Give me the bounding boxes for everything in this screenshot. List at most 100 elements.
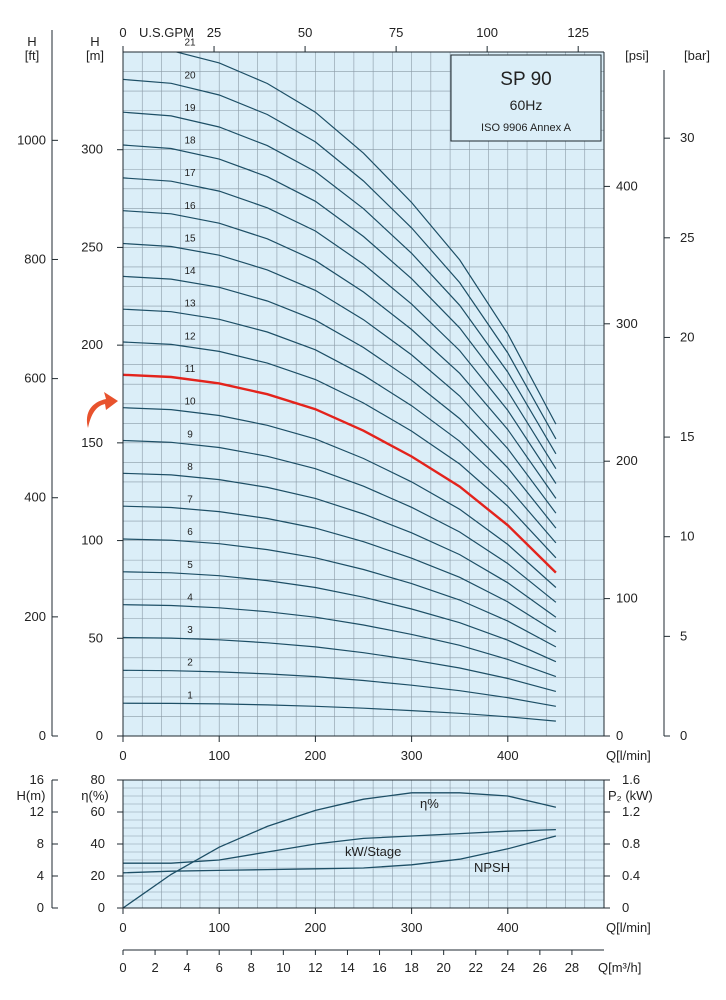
- stage-curve-13: [123, 308, 557, 544]
- title-box: SP 90 60Hz ISO 9906 Annex A: [450, 54, 602, 142]
- stage-label-14: 14: [184, 266, 196, 277]
- stage-label-11: 11: [185, 364, 196, 375]
- m-tick-label: 50: [89, 630, 103, 645]
- ft-tick-label: 1000: [17, 132, 46, 147]
- bar-tick-label: 30: [680, 130, 694, 145]
- low-h-tick-label: 0: [37, 900, 44, 915]
- chart-note: ISO 9906 Annex A: [481, 122, 572, 134]
- stage-curve-19: [123, 111, 557, 455]
- low-h-tick-label: 8: [37, 836, 44, 851]
- psi-tick-label: 300: [616, 316, 638, 331]
- low-h-tick-label: 4: [37, 868, 44, 883]
- m-axis-unit: [m]: [86, 48, 104, 63]
- gpm-tick-label: 75: [389, 25, 403, 40]
- stage-curve-17: [123, 177, 557, 484]
- m3h-tick-label: 0: [119, 960, 126, 975]
- chart-title: SP 90: [500, 69, 551, 90]
- m3h-tick-label: 20: [436, 960, 450, 975]
- ft-axis-label: H: [27, 34, 36, 49]
- eta-series-label: η%: [420, 796, 439, 811]
- low-x-tick-label: 300: [401, 920, 423, 935]
- ft-tick-label: 400: [24, 490, 46, 505]
- gpm-tick-label: 0: [119, 25, 126, 40]
- x-tick-label: 200: [305, 748, 327, 763]
- stage-curve-2: [123, 669, 557, 707]
- lower-grid: [123, 780, 604, 908]
- m-tick-label: 300: [81, 142, 103, 157]
- stage-label-19: 19: [184, 103, 196, 114]
- psi-tick-label: 0: [616, 728, 623, 743]
- bar-tick-label: 0: [680, 728, 687, 743]
- low-p2-tick-label: 0.8: [622, 836, 640, 851]
- psi-tick-label: 400: [616, 178, 638, 193]
- m3h-tick-label: 18: [404, 960, 418, 975]
- stage-curve-15: [123, 242, 557, 514]
- x-tick-label: 400: [497, 748, 519, 763]
- m3h-tick-label: 28: [565, 960, 579, 975]
- lower-x-axis-label: Q[l/min]: [606, 920, 651, 935]
- axes: [51, 30, 670, 955]
- low-eta-tick-label: 0: [98, 900, 105, 915]
- ft-tick-label: 0: [39, 728, 46, 743]
- m3h-tick-label: 12: [308, 960, 322, 975]
- stage-label-18: 18: [184, 136, 196, 147]
- stage-label-12: 12: [184, 331, 196, 342]
- stage-curve-18: [123, 144, 557, 470]
- stage-curves: [123, 52, 557, 722]
- stage-label-5: 5: [187, 560, 193, 571]
- main-plot-area: [123, 52, 604, 736]
- m3h-tick-label: 14: [340, 960, 354, 975]
- stage-curve-16: [123, 210, 557, 499]
- bar-tick-label: 15: [680, 429, 694, 444]
- bar-tick-label: 25: [680, 230, 694, 245]
- series-curve-1: [123, 828, 556, 864]
- stage-curve-9: [123, 439, 557, 603]
- gpm-tick-label: 125: [567, 25, 589, 40]
- lower-curves: [123, 792, 557, 908]
- stage-curve-20: [123, 78, 557, 440]
- stage-label-20: 20: [184, 70, 196, 81]
- psi-axis-unit: [psi]: [625, 48, 649, 63]
- m-tick-label: 250: [81, 239, 103, 254]
- x-tick-label: 300: [401, 748, 423, 763]
- lower-h-axis-label: H(m): [17, 788, 46, 803]
- lower-x2-axis-label: Q[m³/h]: [598, 960, 641, 975]
- stage-curve-11: [123, 373, 557, 574]
- title-box-frame: [450, 54, 602, 142]
- stage-curve-21: [174, 52, 557, 425]
- stage-curve-10: [123, 407, 557, 588]
- stage-curve-5: [123, 571, 557, 663]
- highlight-arrow-icon: [86, 392, 118, 428]
- stage-label-10: 10: [184, 397, 196, 408]
- low-eta-tick-label: 80: [91, 772, 105, 787]
- m3h-tick-label: 2: [151, 960, 158, 975]
- low-h-tick-label: 12: [30, 804, 44, 819]
- m-tick-label: 0: [96, 728, 103, 743]
- m-tick-label: 200: [81, 337, 103, 352]
- ft-tick-label: 800: [24, 251, 46, 266]
- low-p2-tick-label: 1.6: [622, 772, 640, 787]
- stage-label-6: 6: [187, 527, 193, 538]
- stage-curve-12: [123, 341, 557, 559]
- stage-label-2: 2: [187, 658, 193, 669]
- low-eta-tick-label: 60: [91, 804, 105, 819]
- m3h-tick-label: 26: [533, 960, 547, 975]
- m-tick-label: 150: [81, 435, 103, 450]
- low-p2-tick-label: 0.4: [622, 868, 640, 883]
- stage-label-21: 21: [184, 38, 196, 49]
- lower-p2-axis-label: P₂ (kW): [608, 788, 653, 803]
- kw-series-label: kW/Stage: [345, 844, 401, 859]
- x-tick-label: 100: [208, 748, 230, 763]
- stage-label-15: 15: [184, 234, 196, 245]
- ft-axis-unit: [ft]: [25, 48, 39, 63]
- m3h-tick-label: 6: [216, 960, 223, 975]
- m3h-tick-label: 10: [276, 960, 290, 975]
- series-curve-0: [123, 792, 557, 908]
- stage-label-13: 13: [184, 299, 196, 310]
- m3h-tick-label: 8: [248, 960, 255, 975]
- bar-tick-label: 10: [680, 529, 694, 544]
- m3h-tick-label: 4: [184, 960, 191, 975]
